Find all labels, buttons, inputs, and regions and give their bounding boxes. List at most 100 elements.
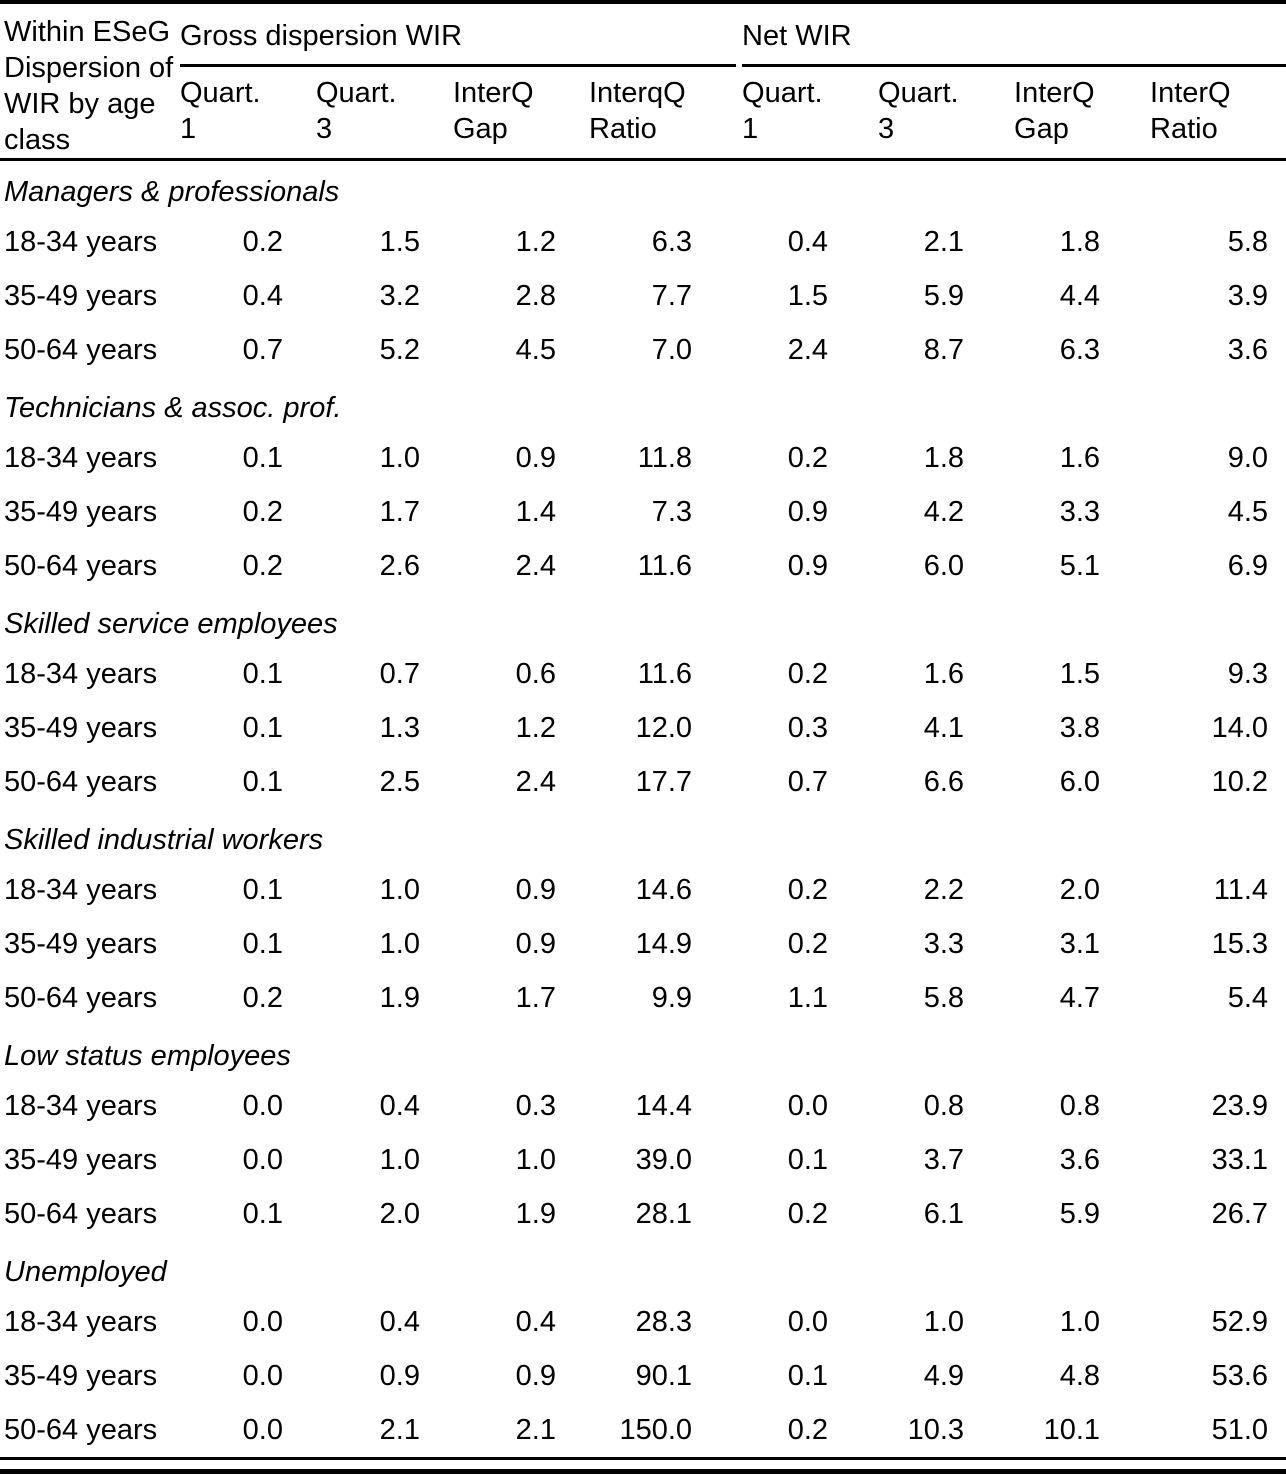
cell-value: 28.1 [635, 1198, 693, 1230]
column-header-net-interq-ratio: InterQ Ratio [1150, 67, 1286, 161]
cell-value: 1.0 [379, 874, 420, 906]
row-label: 18-34 years [4, 658, 158, 690]
cell-value: 0.3 [515, 1090, 556, 1122]
cell-value: 5.9 [1059, 1198, 1101, 1230]
cell-value: 0.1 [787, 1360, 829, 1392]
row-label: 35-49 years [4, 1360, 158, 1392]
cell-value: 1.9 [515, 1198, 556, 1230]
cell-value: 1.5 [787, 280, 829, 312]
section-title: Skilled industrial workers [4, 824, 324, 856]
cell-value: 5.1 [1059, 550, 1101, 582]
section-title-row: Technicians & assoc. prof. [0, 377, 1286, 431]
cell-value: 6.9 [1227, 550, 1269, 582]
cell-value: 3.3 [923, 928, 965, 960]
cell-value: 1.8 [923, 442, 965, 474]
cell-value: 0.2 [787, 658, 829, 690]
cell-value: 1.8 [1059, 226, 1101, 258]
cell-value: 52.9 [1211, 1306, 1269, 1338]
cell-value: 0.9 [379, 1360, 420, 1392]
row-label: 50-64 years [4, 550, 158, 582]
group-header-gross-label: Gross dispersion WIR [180, 18, 737, 67]
section-title: Low status employees [4, 1040, 291, 1072]
cell-value: 7.0 [651, 334, 693, 366]
cell-value: 0.4 [242, 280, 283, 312]
cell-value: 2.1 [923, 226, 965, 258]
cell-value: 0.7 [787, 766, 829, 798]
cell-value: 2.2 [923, 874, 965, 906]
cell-value: 5.8 [923, 982, 965, 1014]
cell-value: 2.0 [379, 1198, 420, 1230]
cell-value: 5.2 [379, 334, 420, 366]
cell-value: 2.1 [453, 1403, 589, 1460]
cell-value: 6.0 [1059, 766, 1101, 798]
cell-value: 2.8 [515, 280, 556, 312]
cell-value: 0.3 [787, 712, 829, 744]
group-header-net: Net WIR [742, 4, 1286, 67]
cell-value: 2.4 [787, 334, 829, 366]
row-label: 18-34 years [4, 226, 158, 258]
cell-value: 2.1 [316, 1403, 453, 1460]
cell-value: 1.2 [515, 226, 556, 258]
cell-value: 0.9 [515, 442, 556, 474]
cell-value: 0.2 [787, 874, 829, 906]
table-row: 18-34 years 0.1 1.0 0.9 11.8 0.2 1.8 1.6… [0, 431, 1286, 485]
cell-value: 2.6 [379, 550, 420, 582]
cell-value: 0.2 [742, 1403, 879, 1460]
cell-value: 11.4 [1213, 874, 1269, 906]
cell-value: 14.4 [635, 1090, 693, 1122]
cell-value: 3.3 [1059, 496, 1101, 528]
bottom-rule [0, 1469, 1286, 1474]
cell-value: 17.7 [635, 766, 693, 798]
cell-value: 2.5 [379, 766, 420, 798]
table-row: 50-64 years 0.1 2.5 2.4 17.7 0.7 6.6 6.0… [0, 755, 1286, 809]
cell-value: 0.8 [1059, 1090, 1101, 1122]
table-row: 18-34 years 0.2 1.5 1.2 6.3 0.4 2.1 1.8 … [0, 215, 1286, 269]
row-label: 50-64 years [0, 1403, 180, 1460]
cell-value: 1.7 [515, 982, 556, 1014]
table-row: 35-49 years 0.1 1.3 1.2 12.0 0.3 4.1 3.8… [0, 701, 1286, 755]
cell-value: 0.9 [515, 928, 556, 960]
cell-value: 9.0 [1227, 442, 1269, 474]
cell-value: 0.1 [242, 712, 283, 744]
cell-value: 2.4 [515, 550, 556, 582]
table-row: 35-49 years 0.4 3.2 2.8 7.7 1.5 5.9 4.4 … [0, 269, 1286, 323]
cell-value: 4.5 [515, 334, 556, 366]
cell-value: 1.0 [923, 1306, 965, 1338]
section-title-row: Managers & professionals [0, 161, 1286, 215]
section-title-row: Unemployed [0, 1241, 1286, 1295]
cell-value: 0.2 [242, 226, 283, 258]
cell-value: 1.7 [379, 496, 420, 528]
table-row: 50-64 years 0.2 2.6 2.4 11.6 0.9 6.0 5.1… [0, 539, 1286, 593]
cell-value: 4.8 [1059, 1360, 1101, 1392]
cell-value: 5.9 [923, 280, 965, 312]
cell-value: 5.4 [1227, 982, 1269, 1014]
column-header-row: Quart. 1 Quart. 3 InterQ Gap InterqQ Rat… [0, 67, 1286, 161]
cell-value: 28.3 [635, 1306, 693, 1338]
row-label: 50-64 years [4, 334, 158, 366]
cell-value: 1.0 [379, 442, 420, 474]
cell-value: 0.9 [787, 550, 829, 582]
cell-value: 6.0 [923, 550, 965, 582]
cell-value: 90.1 [635, 1360, 693, 1392]
table-row: 18-34 years 0.1 0.7 0.6 11.6 0.2 1.6 1.5… [0, 647, 1286, 701]
cell-value: 3.7 [923, 1144, 965, 1176]
cell-value: 4.1 [923, 712, 965, 744]
cell-value: 10.1 [1014, 1403, 1151, 1460]
cell-value: 1.0 [379, 1144, 420, 1176]
cell-value: 1.3 [379, 712, 420, 744]
cell-value: 1.9 [379, 982, 420, 1014]
cell-value: 0.2 [242, 982, 283, 1014]
row-label: 35-49 years [4, 928, 158, 960]
row-label: 35-49 years [4, 280, 158, 312]
cell-value: 0.0 [242, 1306, 283, 1338]
row-label: 50-64 years [4, 1198, 158, 1230]
section-title-row: Skilled service employees [0, 593, 1286, 647]
cell-value: 1.0 [1059, 1306, 1101, 1338]
cell-value: 12.0 [635, 712, 693, 744]
group-header-net-label: Net WIR [742, 18, 1286, 67]
group-header-gross: Gross dispersion WIR [180, 4, 742, 67]
cell-value: 6.6 [923, 766, 965, 798]
cell-value: 0.2 [787, 1198, 829, 1230]
cell-value: 0.7 [242, 334, 283, 366]
